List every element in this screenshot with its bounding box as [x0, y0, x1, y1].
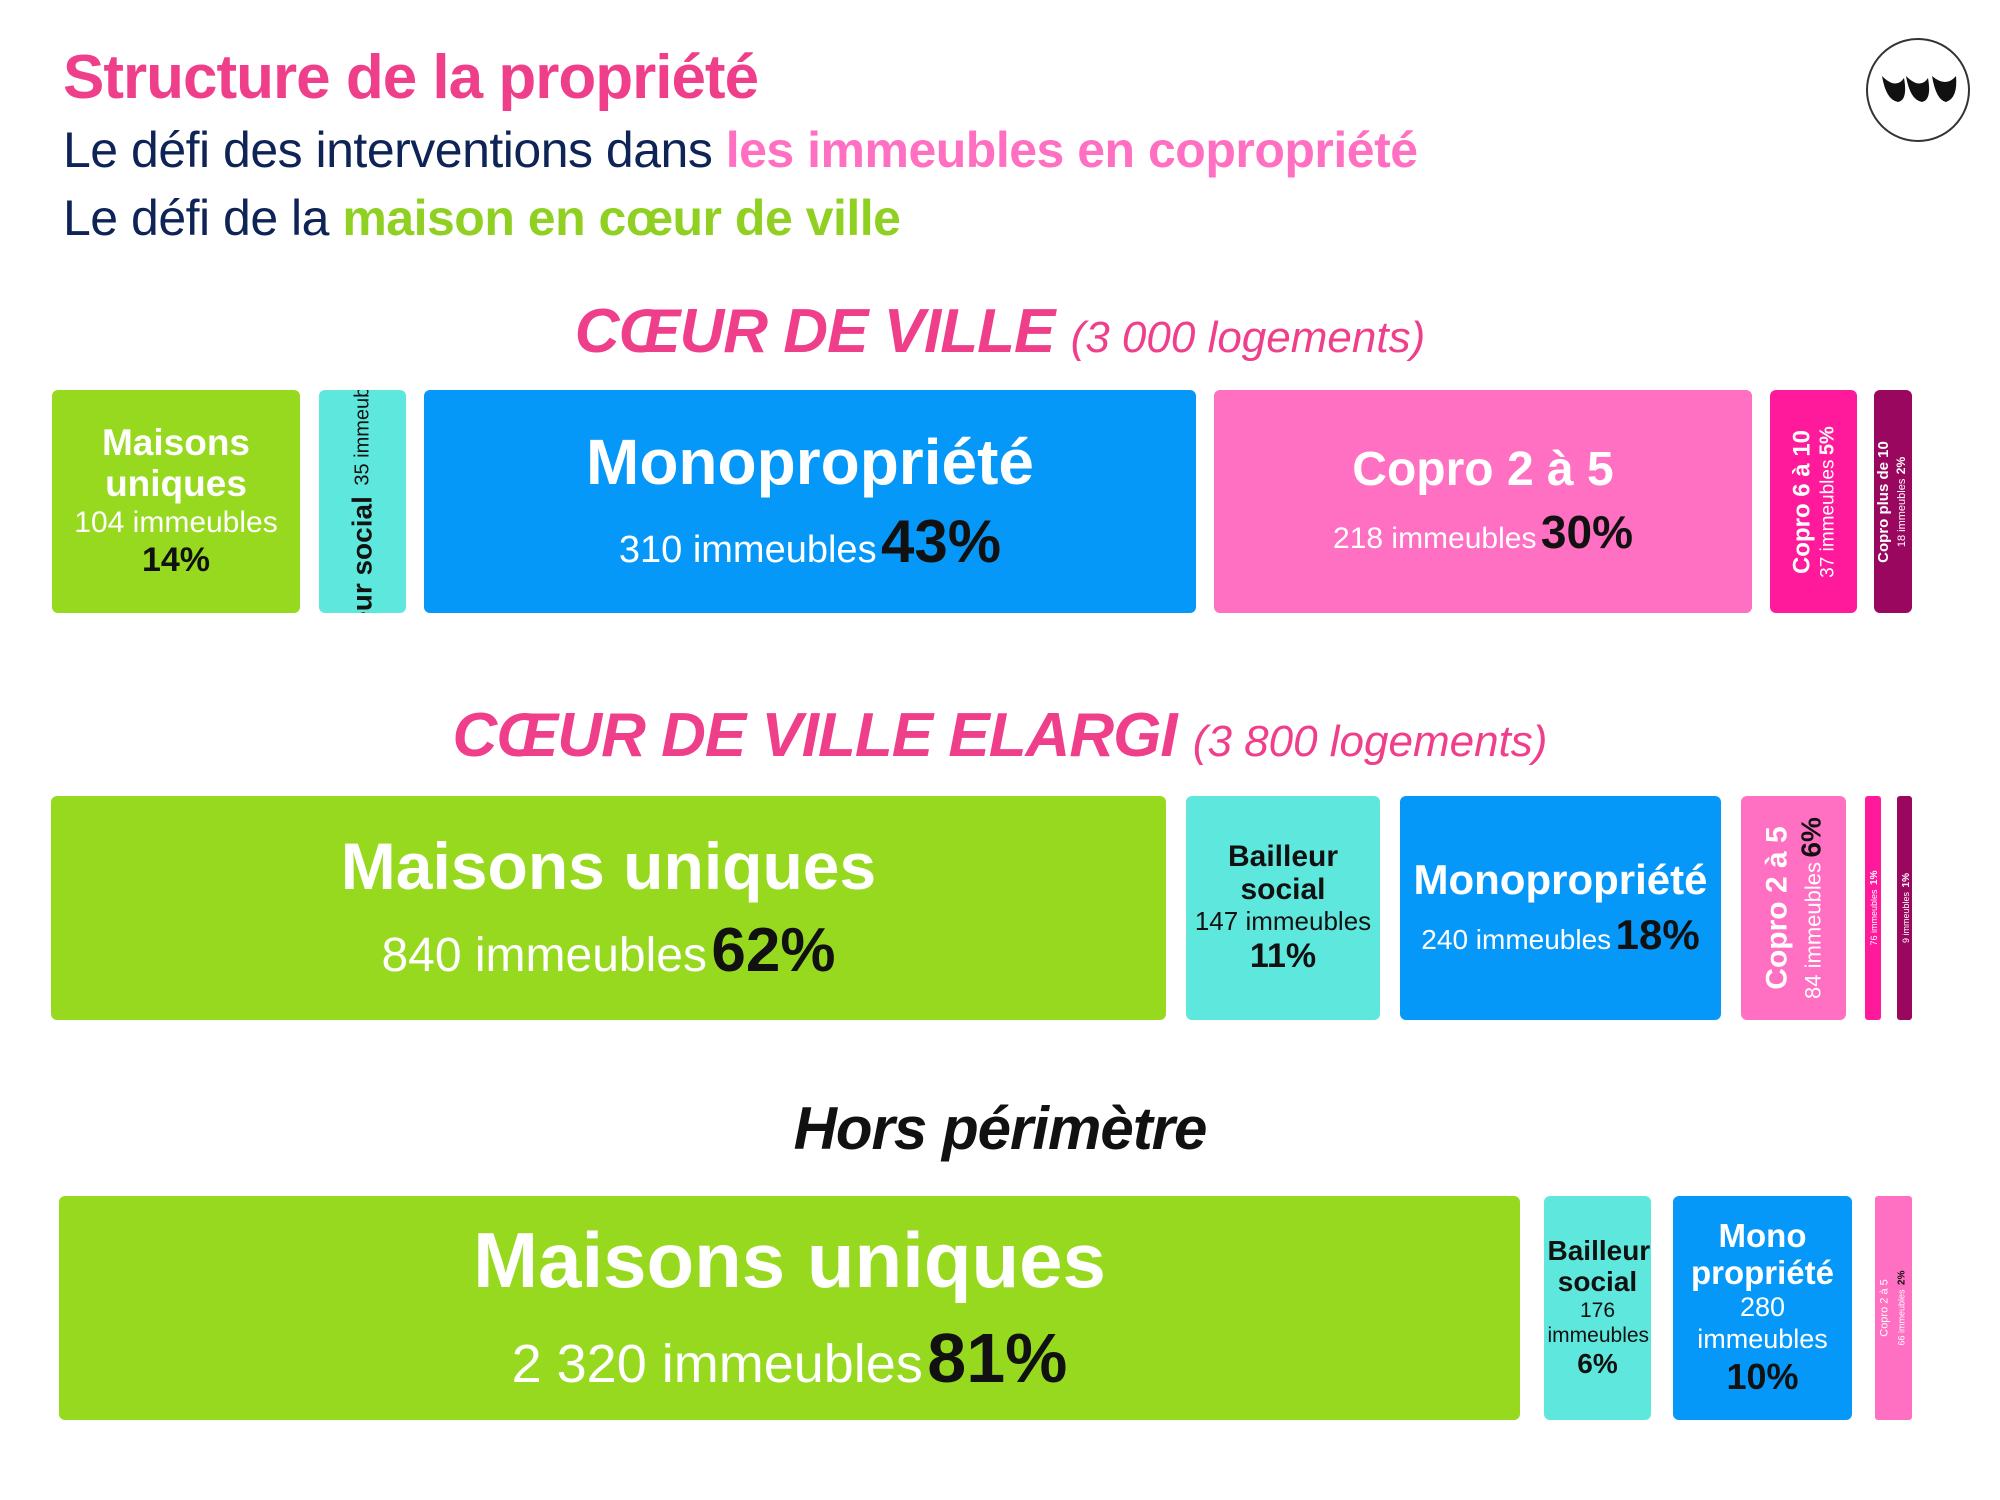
bar-cdv-maisons: Maisons uniques 104 immeubles 14%	[52, 390, 300, 613]
bar-cdv-copro-plus-10: Copro plus de 10 18 immeubles 2%	[1874, 390, 1912, 613]
bar-cdve-mono-percent: 18%	[1615, 911, 1700, 959]
bar-cdv-maisons-label: Maisons uniques	[101, 422, 251, 504]
bar-cdv-bailleur-count: 35 immeubles	[351, 390, 374, 486]
subtitle-line-1: Le défi des interventions dans les immeu…	[63, 116, 1418, 184]
bar-cdve-copro-plus-10-percent: 1%	[1900, 873, 1912, 888]
bar-hp-maisons-count: 2 320 immeubles	[511, 1333, 923, 1394]
bar-cdve-copro-6-10-count: 76 immeubles	[1869, 889, 1879, 946]
bar-hp-mono-label: Mono propriété	[1690, 1217, 1835, 1291]
section-2-title: CŒUR DE VILLE ELARGI	[452, 701, 1178, 770]
bar-cdve-copro-2-5-stats: 84 immeubles 6%	[1795, 817, 1827, 999]
bar-cdve-maisons-count: 840 immeubles	[381, 928, 707, 982]
bar-cdve-copro-2-5: Copro 2 à 5 84 immeubles 6%	[1741, 796, 1846, 1020]
bar-hp-copro-2-5-stats: 66 immeubles 2%	[1891, 1271, 1909, 1346]
bar-hp-bailleur-label: Bailleur social	[1547, 1235, 1651, 1297]
bar-cdve-copro-2-5-label: Copro 2 à 5	[1760, 826, 1794, 990]
bar-cdve-copro-plus-10-count: 9 immeubles	[1900, 891, 1911, 943]
bar-cdv-copro-plus-10-percent: 2%	[1894, 456, 1909, 474]
bar-cdve-mono-count: 240 immeubles	[1421, 924, 1612, 956]
bar-cdve-copro-plus-10: 9 immeubles 1%	[1897, 796, 1912, 1020]
bar-hp-bailleur-percent: 6%	[1577, 1347, 1618, 1379]
bar-cdve-copro-plus-10-rotated: 9 immeubles 1%	[1897, 873, 1912, 943]
section-title-hors-perimetre: Hors périmètre	[0, 1094, 2000, 1163]
bar-cdv-bailleur-label: Bailleur social	[346, 495, 378, 613]
bar-cdv-copro-plus-10-rotated: Copro plus de 10 18 immeubles 2%	[1875, 441, 1911, 563]
bar-cdv-copro-6-10-rotated: Copro 6 à 10 37 immeubles 5%	[1788, 426, 1839, 578]
bar-cdve-mono-stats: 240 immeubles 18%	[1421, 911, 1699, 959]
bar-cdve-copro-2-5-percent: 6%	[1794, 817, 1826, 858]
bar-cdve-mono: Monopropriété 240 immeubles 18%	[1400, 796, 1721, 1020]
section-1-subtitle: (3 000 logements)	[1070, 313, 1426, 362]
bar-cdve-copro-6-10-rotated: 76 immeubles 1%	[1865, 871, 1881, 946]
bar-hp-mono-count: 280 immeubles	[1697, 1291, 1828, 1355]
bar-hp-copro-2-5: Copro 2 à 5 66 immeubles 2%	[1875, 1196, 1912, 1420]
bar-cdv-bailleur: Bailleur social 35 immeubles 5%	[319, 390, 406, 613]
subtitle-line-1-prefix: Le défi des interventions dans	[63, 122, 726, 178]
bar-cdv-copro-2-5-label: Copro 2 à 5	[1352, 443, 1614, 497]
bar-cdv-bailleur-rotated: Bailleur social 35 immeubles 5%	[346, 390, 378, 613]
bar-hp-mono-percent: 10%	[1726, 1355, 1799, 1397]
bar-cdv-copro-6-10: Copro 6 à 10 37 immeubles 5%	[1770, 390, 1857, 613]
bar-cdve-copro-6-10: 76 immeubles 1%	[1865, 796, 1881, 1020]
bar-cdve-mono-label: Monopropriété	[1413, 855, 1708, 903]
bar-cdve-bailleur-label: Bailleur social	[1227, 839, 1339, 906]
logo	[1866, 38, 1970, 142]
bar-hp-mono: Mono propriété 280 immeubles 10%	[1673, 1196, 1852, 1420]
subtitle-line-2: Le défi de la maison en cœur de ville	[63, 184, 1418, 252]
bar-cdv-copro-2-5-stats: 218 immeubles 30%	[1333, 505, 1633, 559]
bar-hp-bailleur-count: 176 immeubles	[1547, 1298, 1650, 1347]
subtitle-line-2-prefix: Le défi de la	[63, 190, 343, 246]
bar-cdve-maisons-percent: 62%	[711, 915, 836, 985]
bar-cdv-mono-count: 310 immeubles	[618, 529, 877, 572]
bar-cdv-copro-6-10-count: 37 immeubles	[1816, 459, 1838, 578]
bar-cdv-mono-label: Monopropriété	[586, 425, 1034, 498]
bar-cdv-copro-6-10-stats: 37 immeubles 5%	[1816, 426, 1839, 578]
bar-cdv-mono-percent: 43%	[881, 508, 1002, 576]
section-3-title: Hors périmètre	[793, 1095, 1208, 1162]
bar-cdve-bailleur-percent: 11%	[1249, 937, 1317, 976]
bar-hp-bailleur: Bailleur social 176 immeubles 6%	[1544, 1196, 1651, 1420]
bar-hp-maisons-label: Maisons uniques	[473, 1216, 1106, 1305]
bar-cdve-bailleur: Bailleur social 147 immeubles 11%	[1186, 796, 1380, 1020]
page-title: Structure de la propriété	[63, 43, 759, 112]
bar-cdv-copro-6-10-label: Copro 6 à 10	[1788, 429, 1816, 574]
bar-cdv-copro-2-5-count: 218 immeubles	[1333, 521, 1537, 555]
bar-hp-copro-2-5-percent: 2%	[1895, 1270, 1907, 1285]
bar-cdve-bailleur-count: 147 immeubles	[1194, 905, 1372, 936]
bar-hp-maisons-stats: 2 320 immeubles 81%	[512, 1318, 1068, 1398]
bar-cdv-copro-2-5-percent: 30%	[1540, 505, 1633, 558]
bar-cdv-mono: Monopropriété 310 immeubles 43%	[424, 390, 1196, 613]
bar-cdv-copro-plus-10-stats: 18 immeubles 2%	[1892, 441, 1910, 563]
bar-cdv-copro-6-10-percent: 5%	[1815, 425, 1838, 455]
chart-coeur-de-ville: Maisons uniques 104 immeubles 14% Baille…	[0, 390, 2000, 613]
bar-hp-copro-2-5-count: 66 immeubles	[1895, 1289, 1906, 1346]
bar-cdve-maisons: Maisons uniques 840 immeubles 62%	[51, 796, 1166, 1020]
subtitle-line-1-highlight: les immeubles en copropriété	[725, 122, 1418, 178]
bar-cdv-copro-plus-10-label: Copro plus de 10	[1875, 440, 1893, 563]
header: Structure de la propriété Le défi des in…	[63, 40, 1418, 252]
section-2-subtitle: (3 800 logements)	[1192, 717, 1548, 766]
section-1-title: CŒUR DE VILLE	[574, 297, 1056, 366]
bar-cdve-copro-2-5-rotated: Copro 2 à 5 84 immeubles 6%	[1760, 817, 1827, 999]
chart-coeur-de-ville-elargi: Maisons uniques 840 immeubles 62% Baille…	[0, 796, 2000, 1020]
bar-cdv-copro-plus-10-count: 18 immeubles	[1896, 478, 1909, 547]
logo-mark-icon	[1882, 76, 1957, 102]
chart-hors-perimetre: Maisons uniques 2 320 immeubles 81% Bail…	[0, 1196, 2000, 1420]
bar-cdv-copro-2-5: Copro 2 à 5 218 immeubles 30%	[1214, 390, 1752, 613]
section-title-coeur-de-ville-elargi: CŒUR DE VILLE ELARGI (3 800 logements)	[0, 700, 2000, 771]
bar-hp-maisons-percent: 81%	[927, 1318, 1068, 1397]
bar-cdve-copro-6-10-percent: 1%	[1869, 870, 1880, 885]
section-title-coeur-de-ville: CŒUR DE VILLE (3 000 logements)	[0, 296, 2000, 367]
bar-cdve-maisons-label: Maisons uniques	[340, 829, 877, 904]
bar-cdv-maisons-count: 104 immeubles	[74, 505, 278, 539]
bar-hp-maisons: Maisons uniques 2 320 immeubles 81%	[59, 1196, 1520, 1420]
bar-cdv-mono-stats: 310 immeubles 43%	[619, 507, 1001, 576]
subtitle-line-2-highlight: maison en cœur de ville	[342, 190, 901, 246]
bar-hp-copro-2-5-label: Copro 2 à 5	[1877, 1279, 1890, 1337]
bar-cdve-copro-2-5-count: 84 immeubles	[1799, 861, 1825, 999]
bar-cdve-maisons-stats: 840 immeubles 62%	[381, 915, 835, 986]
bar-cdv-maisons-percent: 14%	[141, 540, 211, 579]
bar-hp-copro-2-5-rotated: Copro 2 à 5 66 immeubles 2%	[1878, 1271, 1909, 1346]
